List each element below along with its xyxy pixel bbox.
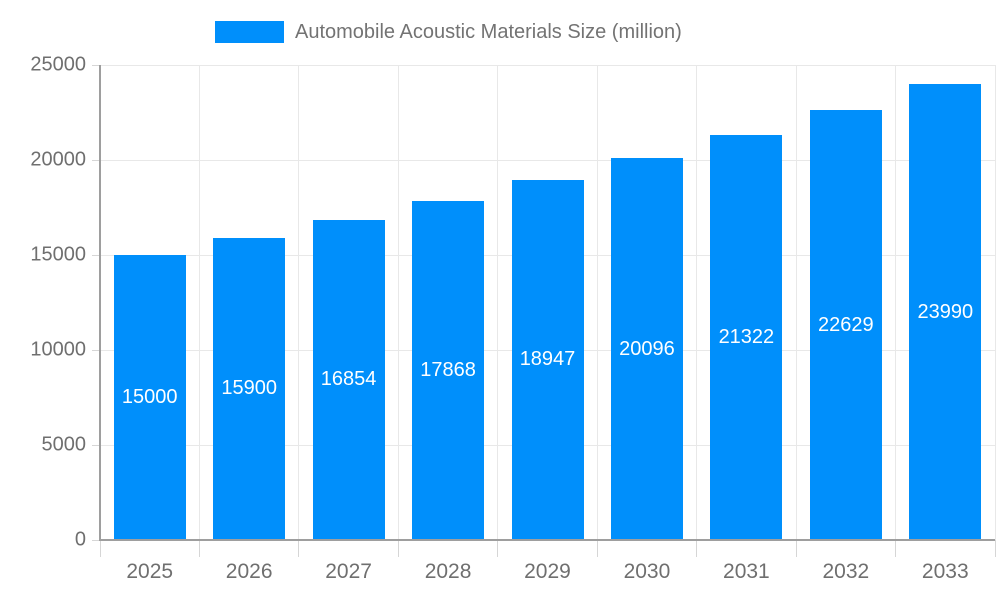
y-axis-label: 15000 — [30, 243, 86, 266]
y-axis-label: 0 — [74, 528, 86, 551]
x-tick — [994, 540, 996, 557]
x-gridline — [696, 65, 698, 540]
y-tick — [92, 349, 100, 351]
plot-area: 0 5000 10000 15000 20000 25000 15000 2025 15900 2… — [30, 54, 996, 583]
legend-item[interactable]: Automobile Acoustic Materials Size (mill… — [215, 21, 682, 43]
x-gridline — [795, 65, 797, 540]
x-axis-label: 2027 — [325, 560, 372, 583]
legend-label: Automobile Acoustic Materials Size (mill… — [295, 21, 682, 43]
bar-2032[interactable]: 22629 — [809, 110, 882, 540]
x-tick — [497, 540, 499, 557]
bar-2029[interactable]: 18947 — [511, 180, 584, 540]
x-tick — [795, 540, 797, 557]
bar-value-label: 17868 — [420, 358, 476, 381]
bar-value-label: 18947 — [519, 348, 576, 371]
y-tick — [92, 539, 100, 541]
bar-2030[interactable]: 20096 — [610, 158, 683, 540]
x-axis-line — [99, 539, 995, 541]
x-axis-label: 2032 — [822, 560, 870, 583]
y-tick — [92, 159, 100, 161]
bar-2027[interactable]: 16854 — [312, 219, 385, 540]
x-axis-label: 2030 — [623, 560, 671, 583]
y-tick — [92, 444, 100, 446]
bar-2033[interactable]: 23990 — [909, 84, 982, 540]
x-axis-label: 2031 — [723, 560, 770, 583]
y-gridline — [100, 159, 995, 161]
x-axis-label: 2033 — [921, 560, 969, 583]
bar-2031[interactable]: 21322 — [710, 134, 783, 540]
x-gridline — [298, 65, 300, 540]
x-gridline — [895, 65, 897, 540]
x-axis-label: 2028 — [424, 560, 472, 583]
x-tick — [696, 540, 698, 557]
bar-value-label: 20096 — [619, 337, 675, 360]
bar-2026[interactable]: 15900 — [213, 237, 286, 540]
x-axis-label: 2025 — [126, 560, 174, 583]
y-tick — [92, 254, 100, 256]
bar-value-label: 15000 — [121, 386, 178, 408]
x-tick — [596, 540, 598, 557]
y-gridline — [100, 64, 995, 66]
bar-value-label: 15900 — [221, 377, 277, 400]
x-axis-label: 2026 — [225, 560, 273, 583]
x-axis-label: 2029 — [524, 560, 571, 583]
x-gridline — [994, 65, 996, 540]
bar-value-label: 16854 — [320, 368, 377, 391]
x-gridline — [596, 65, 598, 540]
x-tick — [99, 540, 101, 557]
x-gridline — [198, 65, 200, 540]
legend-marker-icon — [215, 21, 284, 43]
y-axis-label: 20000 — [30, 148, 86, 171]
x-gridline — [497, 65, 499, 540]
y-axis-label: 10000 — [30, 338, 86, 361]
x-tick — [397, 540, 399, 557]
bar-value-label: 21322 — [718, 325, 775, 348]
bar-2025[interactable]: 15000 — [113, 255, 186, 540]
bar-value-label: 22629 — [818, 313, 874, 336]
x-tick — [895, 540, 897, 557]
x-gridline — [397, 65, 399, 540]
x-tick — [198, 540, 200, 557]
y-axis-label: 5000 — [41, 433, 87, 456]
bar-value-label: 23990 — [917, 300, 974, 323]
y-axis-line — [99, 65, 101, 540]
x-tick — [298, 540, 300, 557]
bar-2028[interactable]: 17868 — [412, 200, 485, 540]
y-tick — [92, 64, 100, 66]
y-axis-label: 25000 — [30, 53, 86, 76]
